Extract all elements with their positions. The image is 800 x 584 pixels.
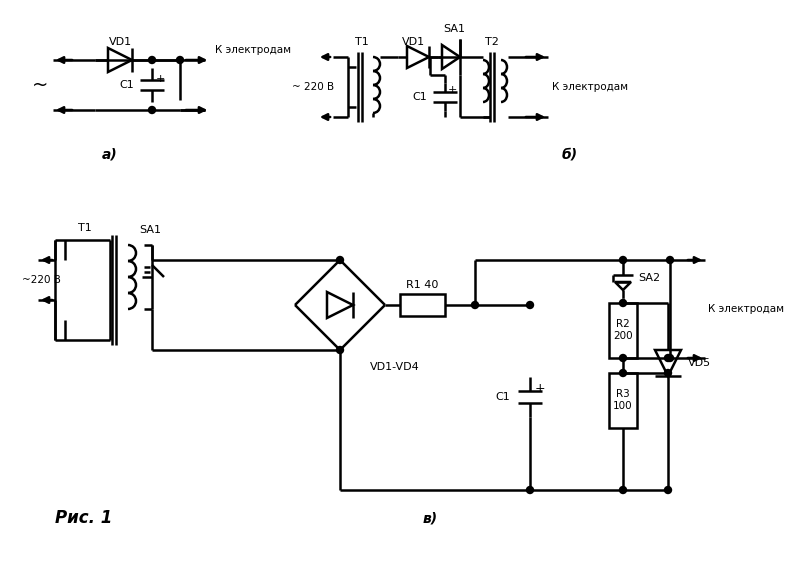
Text: T1: T1: [355, 37, 369, 47]
Text: T2: T2: [485, 37, 499, 47]
Bar: [609, 373, 637, 428]
Text: VD5: VD5: [688, 358, 711, 368]
Circle shape: [471, 301, 478, 308]
Circle shape: [337, 346, 343, 353]
Text: VD1: VD1: [402, 37, 425, 47]
Bar: [400, 294, 445, 316]
Polygon shape: [108, 48, 132, 72]
Text: ~: ~: [32, 75, 48, 95]
Text: VD1-VD4: VD1-VD4: [370, 362, 420, 372]
Circle shape: [149, 106, 155, 113]
Polygon shape: [615, 282, 631, 290]
Text: C1: C1: [119, 80, 134, 90]
Text: Рис. 1: Рис. 1: [55, 509, 112, 527]
Text: R3
100: R3 100: [613, 389, 633, 411]
Text: VD1: VD1: [109, 37, 131, 47]
Text: в): в): [422, 511, 438, 525]
Text: R1 40: R1 40: [406, 280, 438, 290]
Text: К электродам: К электродам: [708, 304, 784, 314]
Circle shape: [666, 256, 674, 263]
Text: SA2: SA2: [638, 273, 660, 283]
Text: C1: C1: [412, 92, 427, 102]
Circle shape: [665, 370, 671, 377]
Circle shape: [619, 300, 626, 307]
Polygon shape: [655, 350, 681, 376]
Text: T1: T1: [78, 223, 92, 233]
Circle shape: [177, 57, 183, 64]
Text: К электродам: К электродам: [552, 82, 628, 92]
Text: ~220 В: ~220 В: [22, 275, 61, 285]
Circle shape: [666, 354, 674, 361]
Circle shape: [526, 301, 534, 308]
Text: SA1: SA1: [139, 225, 161, 235]
Text: К электродам: К электродам: [215, 45, 291, 55]
Circle shape: [619, 370, 626, 377]
Text: б): б): [562, 148, 578, 162]
Text: +: +: [447, 85, 457, 95]
Text: SA1: SA1: [443, 24, 465, 34]
Circle shape: [619, 486, 626, 493]
Bar: [609, 303, 637, 358]
Polygon shape: [407, 46, 429, 68]
Circle shape: [665, 486, 671, 493]
Circle shape: [619, 256, 626, 263]
Circle shape: [665, 354, 671, 361]
Circle shape: [526, 486, 534, 493]
Circle shape: [619, 354, 626, 361]
Text: ~ 220 В: ~ 220 В: [292, 82, 334, 92]
Polygon shape: [442, 45, 460, 69]
Text: а): а): [102, 148, 118, 162]
Text: C1: C1: [495, 392, 510, 402]
Circle shape: [337, 256, 343, 263]
Circle shape: [149, 57, 155, 64]
Polygon shape: [327, 292, 353, 318]
Text: R2
200: R2 200: [613, 319, 633, 341]
Text: +: +: [534, 383, 546, 395]
Text: +: +: [155, 74, 165, 84]
